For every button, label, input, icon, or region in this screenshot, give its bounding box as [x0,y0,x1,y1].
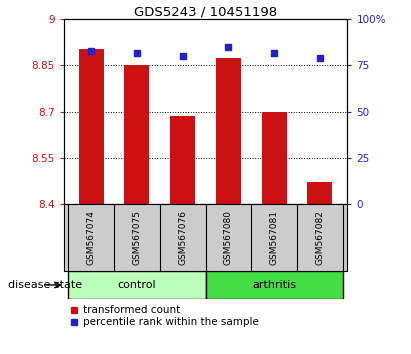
Bar [170,116,195,204]
Text: GSM567076: GSM567076 [178,210,187,265]
Text: arthritis: arthritis [252,280,296,290]
Bar [307,182,332,204]
Point [225,44,232,50]
Bar [124,65,150,204]
Bar [206,271,343,299]
Text: control: control [118,280,156,290]
Bar [68,271,205,299]
Point [134,50,140,56]
Text: GSM567074: GSM567074 [87,210,96,265]
Text: disease state: disease state [8,280,82,290]
Bar [261,112,287,204]
Text: GSM567080: GSM567080 [224,210,233,265]
Text: GSM567075: GSM567075 [132,210,141,265]
Point [271,50,277,56]
Bar [216,58,241,204]
Point [179,53,186,59]
Point [316,55,323,61]
Bar [79,48,104,204]
Text: GSM567081: GSM567081 [270,210,279,265]
Title: GDS5243 / 10451198: GDS5243 / 10451198 [134,5,277,18]
Point [88,48,95,53]
Text: GSM567082: GSM567082 [315,210,324,265]
Legend: transformed count, percentile rank within the sample: transformed count, percentile rank withi… [69,304,261,329]
